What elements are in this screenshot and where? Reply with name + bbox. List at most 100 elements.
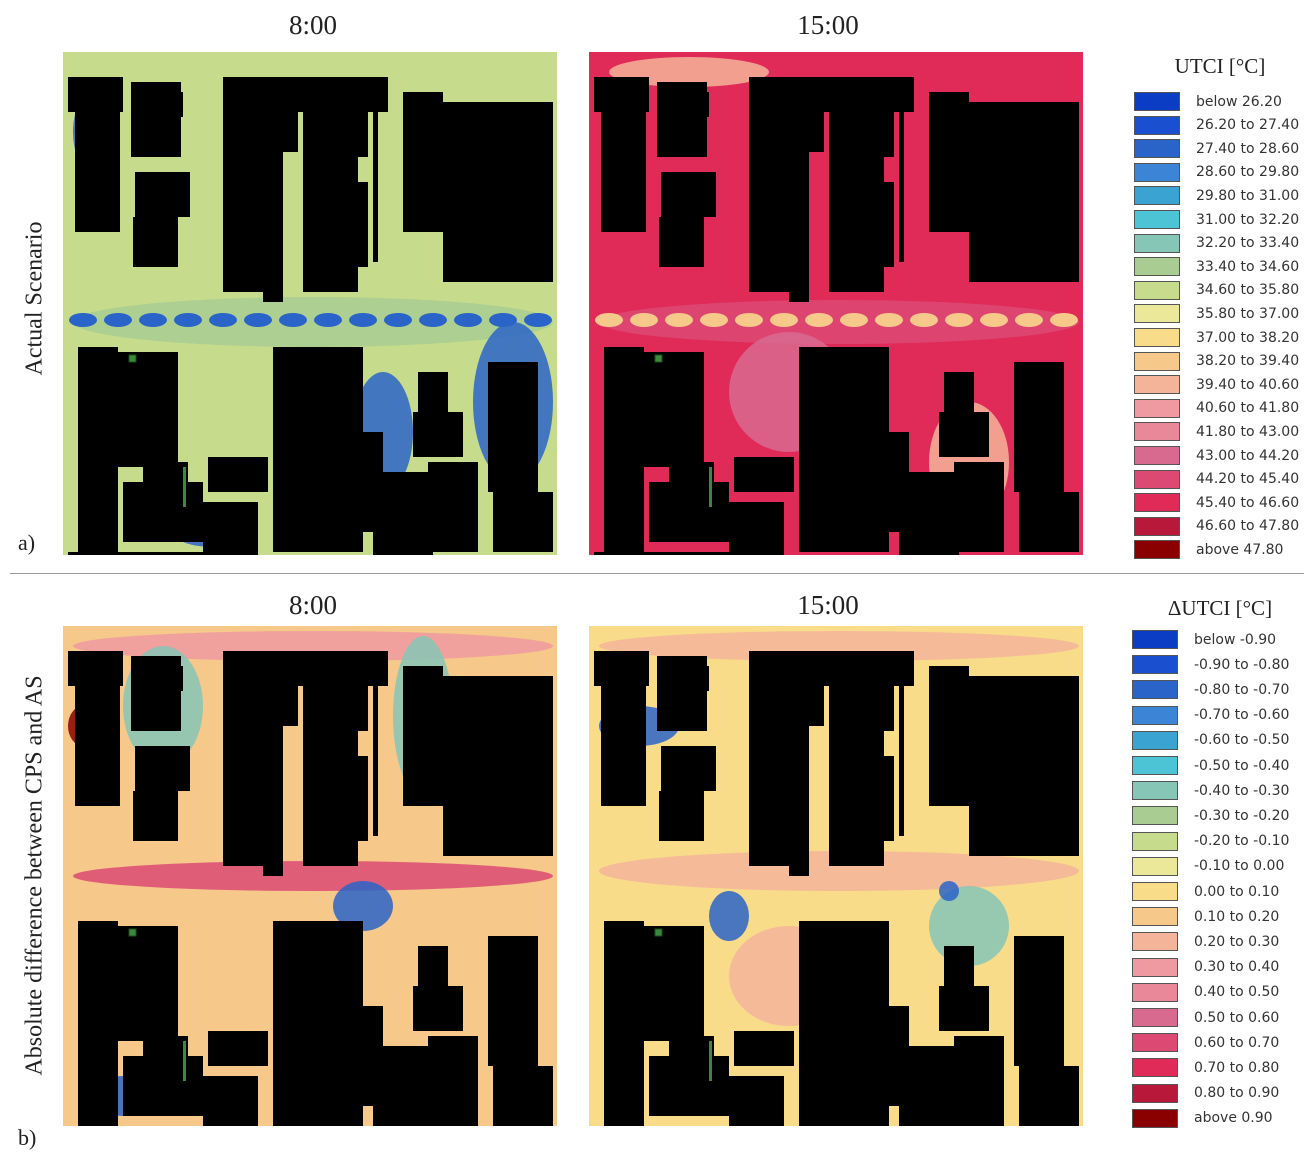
building xyxy=(1014,936,1064,1066)
building xyxy=(488,936,538,1066)
legend-title-utci: UTCI [°C] xyxy=(1174,54,1266,78)
building xyxy=(661,172,716,217)
street-tree-shade xyxy=(700,313,728,327)
utci-legend-row: 28.60 to 29.80 xyxy=(1134,162,1299,183)
building xyxy=(729,1076,784,1126)
delta-utci-legend-row: -0.80 to -0.70 xyxy=(1132,679,1289,700)
building xyxy=(804,686,824,726)
vegetation-strip xyxy=(709,1041,712,1081)
delta-utci-legend-swatch xyxy=(1132,1083,1178,1103)
delta-utci-legend-swatch xyxy=(1132,831,1178,851)
utci-legend-label: 41.80 to 43.00 xyxy=(1196,423,1300,440)
building xyxy=(428,1036,478,1126)
street-tree-shade xyxy=(910,313,938,327)
delta-utci-legend-row: 0.30 to 0.40 xyxy=(1132,957,1279,978)
utci-legend-label: 31.00 to 32.20 xyxy=(1196,211,1300,228)
building xyxy=(143,462,188,487)
delta-utci-legend-label: -0.70 to -0.60 xyxy=(1194,707,1290,724)
street-tree-shade xyxy=(209,313,237,327)
building xyxy=(604,921,644,1126)
utci-legend-swatch xyxy=(1134,398,1180,418)
delta-utci-legend-label: -0.30 to -0.20 xyxy=(1194,807,1290,824)
utci-legend-row: 27.40 to 28.60 xyxy=(1134,138,1299,159)
street-tree-shade xyxy=(630,313,658,327)
thermal-zone xyxy=(939,881,959,901)
building xyxy=(899,1046,959,1126)
thermal-zone xyxy=(73,861,553,891)
building xyxy=(601,686,646,806)
utci-legend-label: 37.00 to 38.20 xyxy=(1196,329,1300,346)
building xyxy=(123,482,203,542)
delta-utci-legend-swatch xyxy=(1132,806,1178,826)
building xyxy=(443,102,553,282)
street-tree-shade xyxy=(945,313,973,327)
delta-utci-legend-label: 0.00 to 0.10 xyxy=(1194,883,1280,900)
utci-legend-label: 29.80 to 31.00 xyxy=(1196,187,1300,204)
building xyxy=(929,92,969,232)
street-tree-shade xyxy=(805,313,833,327)
building xyxy=(659,217,704,267)
building xyxy=(348,102,368,157)
building xyxy=(443,676,553,856)
delta-utci-legend-label: below -0.90 xyxy=(1194,631,1277,648)
street-tree-shade xyxy=(384,313,412,327)
building xyxy=(1019,1066,1079,1126)
utci-legend-row: 29.80 to 31.00 xyxy=(1134,185,1299,206)
building xyxy=(874,182,894,267)
building xyxy=(373,112,378,262)
street-tree-shade xyxy=(349,313,377,327)
building xyxy=(413,412,463,457)
street-tree-shade xyxy=(875,313,903,327)
building xyxy=(954,462,1004,552)
street-tree-shade xyxy=(419,313,447,327)
delta-utci-legend-row: 0.00 to 0.10 xyxy=(1132,881,1279,902)
building xyxy=(118,352,178,467)
delta-utci-legend-swatch xyxy=(1132,1108,1178,1128)
utci-legend-swatch xyxy=(1134,422,1180,442)
delta-utci-legend-row: -0.40 to -0.30 xyxy=(1132,780,1289,801)
vegetation-strip xyxy=(709,467,712,507)
utci-legend-swatch xyxy=(1134,210,1180,229)
delta-utci-legend-label: -0.60 to -0.50 xyxy=(1194,732,1290,749)
street-tree-shade xyxy=(735,313,763,327)
thermal-zone xyxy=(599,851,1079,891)
street-tree-shade xyxy=(314,313,342,327)
street-tree-shade xyxy=(595,313,623,327)
time-label-bottom-right: 15:00 xyxy=(797,590,859,620)
building xyxy=(804,112,824,152)
building xyxy=(734,1031,794,1066)
building xyxy=(649,1056,729,1116)
time-label-top-left: 8:00 xyxy=(288,10,337,40)
street-tree-shade xyxy=(489,313,517,327)
building xyxy=(899,472,959,555)
delta-utci-legend-label: 0.20 to 0.30 xyxy=(1194,933,1280,950)
delta-utci-legend-label: 0.80 to 0.90 xyxy=(1194,1085,1280,1102)
utci-legend-label: 35.80 to 37.00 xyxy=(1196,305,1300,322)
utci-legend-row: 41.80 to 43.00 xyxy=(1134,421,1299,442)
street-tree-shade xyxy=(1015,313,1043,327)
delta-utci-legend-swatch xyxy=(1132,1058,1178,1078)
vegetation-strip xyxy=(183,1041,186,1081)
building xyxy=(75,686,120,806)
street-tree-shade xyxy=(770,313,798,327)
building xyxy=(899,686,904,836)
building xyxy=(135,172,190,217)
delta-utci-legend-label: 0.60 to 0.70 xyxy=(1194,1034,1280,1051)
delta-utci-legend-label: -0.20 to -0.10 xyxy=(1194,833,1290,850)
building xyxy=(278,112,298,152)
street-tree-shade xyxy=(139,313,167,327)
utci-legend-row: 26.20 to 27.40 xyxy=(1134,115,1299,136)
utci-map-actual-3pm xyxy=(589,52,1083,555)
utci-legend-swatch xyxy=(1134,328,1180,347)
utci-legend-row: 43.00 to 44.20 xyxy=(1134,445,1299,466)
delta-utci-legend-swatch xyxy=(1132,756,1178,775)
utci-legend-label: above 47.80 xyxy=(1196,541,1284,558)
building xyxy=(604,347,644,555)
building xyxy=(669,1036,714,1061)
utci-legend-label: 34.60 to 35.80 xyxy=(1196,282,1300,299)
building xyxy=(135,746,190,791)
delta-utci-legend-swatch xyxy=(1132,856,1178,876)
delta-utci-legend-row: below -0.90 xyxy=(1132,629,1276,650)
building xyxy=(208,1031,268,1066)
building xyxy=(203,1076,258,1126)
